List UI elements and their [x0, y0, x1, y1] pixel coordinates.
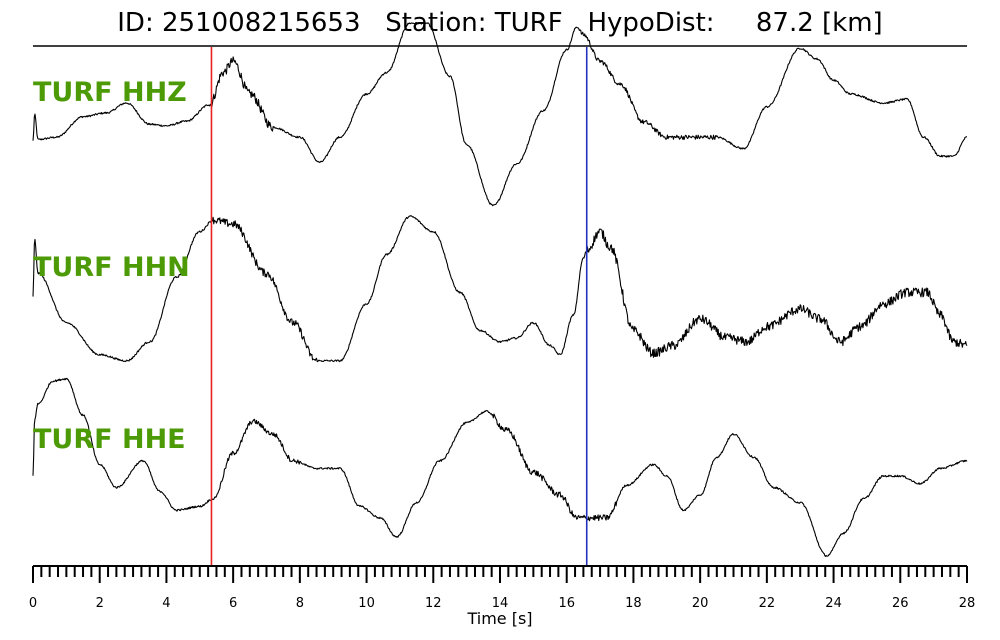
trace-label: TURF HHZ	[33, 77, 187, 108]
x-tick-label: 6	[229, 596, 237, 611]
trace-line	[32, 21, 968, 207]
x-tick-label: 14	[492, 596, 509, 611]
pick-markers-group	[210, 47, 588, 566]
x-tick-label: 18	[625, 596, 642, 611]
x-tick-label: 8	[296, 596, 304, 611]
x-tick-label: 28	[959, 596, 976, 611]
x-tick-label: 20	[692, 596, 709, 611]
time-axis: 0 2 4 6 8 10 12 14 16 18 20 22 24 26 28	[29, 565, 976, 611]
x-tick-label: 10	[358, 596, 375, 611]
x-tick-label: 12	[425, 596, 442, 611]
x-tick-label: 2	[96, 596, 104, 611]
x-tick-label: 22	[759, 596, 776, 611]
trace-label: TURF HHE	[33, 424, 186, 455]
trace-labels-group: TURF HHZ TURF HHN TURF HHE	[33, 77, 190, 455]
figure-title: ID: 251008215653 Station: TURF HypoDist:…	[117, 8, 883, 38]
trace-label: TURF HHN	[33, 252, 190, 283]
x-tick-label: 16	[558, 596, 575, 611]
x-tick-label: 4	[162, 596, 170, 611]
x-tick-label: 0	[29, 596, 37, 611]
trace-line	[32, 377, 968, 557]
traces-group	[32, 21, 968, 557]
x-tick-label: 26	[892, 596, 909, 611]
x-tick-label: 24	[825, 596, 842, 611]
trace-line	[32, 215, 968, 363]
x-axis-label: Time [s]	[466, 609, 532, 628]
